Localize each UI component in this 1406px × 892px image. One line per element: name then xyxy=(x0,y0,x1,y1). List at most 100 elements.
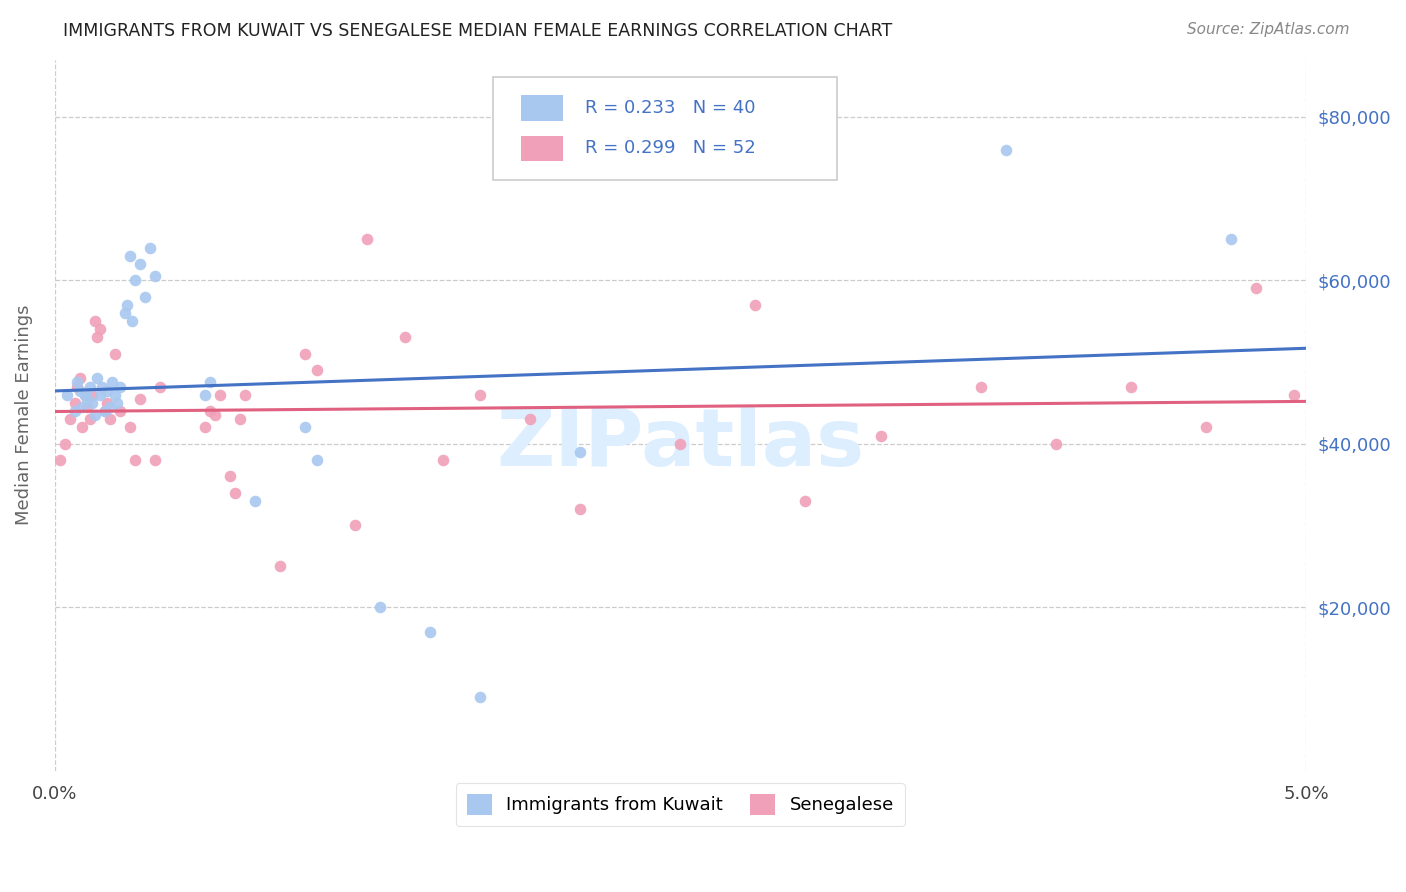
Bar xyxy=(522,136,562,161)
Point xyxy=(1045,436,1067,450)
Point xyxy=(80,396,103,410)
Point xyxy=(134,290,156,304)
Point xyxy=(101,376,124,390)
Point xyxy=(105,396,128,410)
Point xyxy=(198,376,221,390)
Point xyxy=(143,453,166,467)
Point xyxy=(115,298,138,312)
Point xyxy=(569,502,592,516)
Point xyxy=(104,388,127,402)
Point xyxy=(970,379,993,393)
Point xyxy=(1220,232,1243,246)
Point xyxy=(73,388,96,402)
Y-axis label: Median Female Earnings: Median Female Earnings xyxy=(15,305,32,525)
Point xyxy=(66,376,89,390)
Point xyxy=(233,388,256,402)
Point xyxy=(1244,281,1267,295)
Point xyxy=(1195,420,1218,434)
Point xyxy=(294,420,316,434)
Point xyxy=(128,257,150,271)
Point xyxy=(343,518,366,533)
Point xyxy=(86,330,108,344)
Point xyxy=(79,379,101,393)
Point xyxy=(69,371,91,385)
Text: Source: ZipAtlas.com: Source: ZipAtlas.com xyxy=(1187,22,1350,37)
Point xyxy=(104,347,127,361)
Bar xyxy=(522,95,562,120)
Point xyxy=(198,404,221,418)
Point xyxy=(744,298,766,312)
Point xyxy=(79,412,101,426)
Point xyxy=(58,412,80,426)
Point xyxy=(53,436,76,450)
Point xyxy=(83,314,105,328)
Point xyxy=(98,412,121,426)
Point xyxy=(56,388,79,402)
Point xyxy=(128,392,150,406)
Point xyxy=(229,412,252,426)
Point xyxy=(91,379,114,393)
Point xyxy=(96,396,118,410)
Point xyxy=(121,314,143,328)
Point xyxy=(1282,388,1305,402)
Point xyxy=(468,690,491,705)
Point xyxy=(468,388,491,402)
Point xyxy=(307,363,329,377)
Point xyxy=(204,408,226,422)
Point xyxy=(93,404,115,418)
Point xyxy=(89,388,111,402)
Point xyxy=(70,400,93,414)
Point xyxy=(69,384,91,398)
FancyBboxPatch shape xyxy=(492,78,837,180)
Point xyxy=(89,322,111,336)
Point xyxy=(93,404,115,418)
Point xyxy=(124,453,146,467)
Text: R = 0.299   N = 52: R = 0.299 N = 52 xyxy=(585,139,756,158)
Point xyxy=(243,494,266,508)
Point xyxy=(1119,379,1142,393)
Point xyxy=(194,388,217,402)
Point xyxy=(76,392,98,406)
Point xyxy=(70,420,93,434)
Point xyxy=(519,412,541,426)
Point xyxy=(294,347,316,361)
Point xyxy=(569,445,592,459)
Point xyxy=(63,396,86,410)
Legend: Immigrants from Kuwait, Senegalese: Immigrants from Kuwait, Senegalese xyxy=(456,783,905,826)
Point xyxy=(224,485,246,500)
Point xyxy=(194,420,217,434)
Point xyxy=(108,379,131,393)
Text: IMMIGRANTS FROM KUWAIT VS SENEGALESE MEDIAN FEMALE EARNINGS CORRELATION CHART: IMMIGRANTS FROM KUWAIT VS SENEGALESE MED… xyxy=(63,22,893,40)
Point xyxy=(794,494,817,508)
Point xyxy=(394,330,416,344)
Point xyxy=(118,420,141,434)
Point xyxy=(307,453,329,467)
Point xyxy=(108,404,131,418)
Point xyxy=(149,379,172,393)
Point xyxy=(368,600,391,615)
Point xyxy=(432,453,454,467)
Point xyxy=(114,306,136,320)
Point xyxy=(869,428,891,442)
Point xyxy=(138,241,160,255)
Point xyxy=(356,232,378,246)
Point xyxy=(96,384,118,398)
Point xyxy=(66,379,89,393)
Point xyxy=(218,469,240,483)
Point xyxy=(48,453,70,467)
Point xyxy=(669,436,692,450)
Point xyxy=(118,249,141,263)
Point xyxy=(83,408,105,422)
Point xyxy=(80,388,103,402)
Point xyxy=(73,388,96,402)
Point xyxy=(76,400,98,414)
Point xyxy=(143,269,166,284)
Point xyxy=(419,624,441,639)
Point xyxy=(63,404,86,418)
Point xyxy=(208,388,231,402)
Point xyxy=(86,371,108,385)
Text: ZIPatlas: ZIPatlas xyxy=(496,405,865,483)
Text: R = 0.233   N = 40: R = 0.233 N = 40 xyxy=(585,99,755,117)
Point xyxy=(269,559,291,574)
Point xyxy=(994,143,1017,157)
